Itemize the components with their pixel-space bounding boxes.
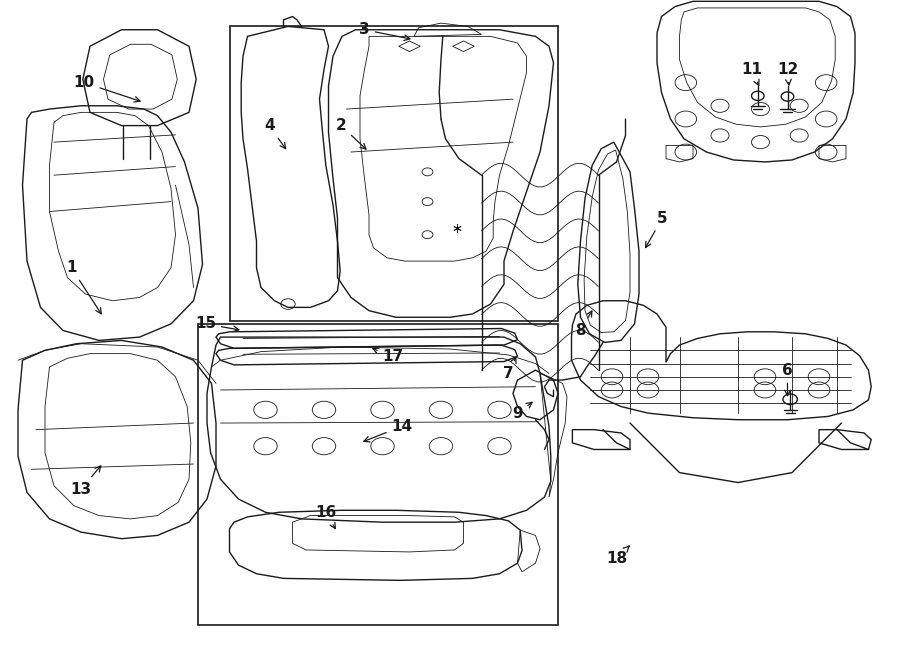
- Bar: [230, 26, 558, 321]
- Text: 11: 11: [741, 62, 762, 85]
- Text: 4: 4: [264, 118, 285, 149]
- Text: 17: 17: [373, 348, 403, 364]
- Text: 13: 13: [70, 466, 101, 496]
- Text: 14: 14: [364, 419, 412, 442]
- Bar: [198, 324, 558, 625]
- Text: 10: 10: [74, 75, 140, 102]
- Text: 6: 6: [782, 363, 793, 396]
- Text: 8: 8: [575, 311, 592, 338]
- Text: 16: 16: [315, 505, 337, 529]
- Text: 7: 7: [503, 358, 516, 381]
- Text: 12: 12: [777, 62, 798, 85]
- Text: 3: 3: [359, 22, 410, 40]
- Text: 9: 9: [512, 403, 532, 420]
- Text: 5: 5: [645, 211, 668, 248]
- Text: 2: 2: [336, 118, 366, 149]
- Text: 1: 1: [66, 260, 101, 314]
- Text: 18: 18: [606, 546, 629, 566]
- Text: 15: 15: [195, 317, 239, 332]
